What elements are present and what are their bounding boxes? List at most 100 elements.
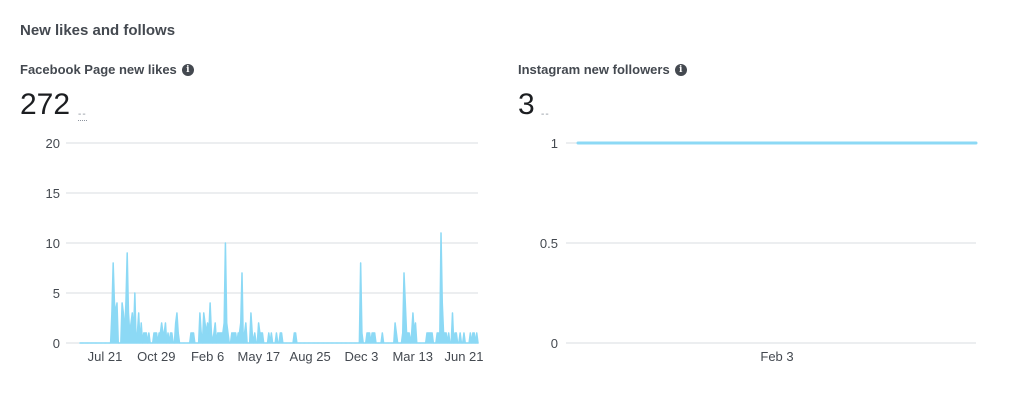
data-point (153, 332, 155, 334)
data-point (284, 342, 286, 344)
data-point (199, 312, 201, 314)
data-point (261, 332, 264, 334)
data-point (246, 342, 248, 344)
data-point (451, 312, 454, 314)
data-point (254, 332, 256, 334)
data-point (474, 342, 477, 344)
data-point (379, 342, 381, 344)
data-point (185, 342, 187, 344)
data-point (117, 342, 119, 344)
data-point (242, 342, 244, 344)
data-point (141, 342, 144, 344)
data-point (368, 332, 371, 334)
data-point (306, 342, 308, 344)
data-point (439, 342, 441, 344)
data-point (449, 342, 451, 344)
data-point (323, 342, 325, 344)
facebook-total: 272 (20, 88, 71, 121)
data-point (232, 332, 234, 334)
info-icon[interactable]: i (674, 63, 687, 76)
data-point (434, 342, 436, 344)
data-point (223, 322, 225, 324)
data-point (440, 232, 442, 234)
data-point (344, 342, 346, 344)
data-point (126, 252, 128, 254)
data-point (458, 342, 460, 344)
facebook-delta[interactable]: -- (78, 109, 87, 121)
data-point (227, 332, 229, 334)
data-point (229, 342, 232, 344)
data-point (395, 332, 397, 334)
data-point (403, 272, 405, 274)
data-point (408, 332, 410, 334)
data-point (80, 342, 82, 344)
data-point (98, 342, 100, 344)
data-point (371, 332, 373, 334)
data-point (342, 342, 344, 344)
data-point (432, 342, 434, 344)
data-point (455, 332, 457, 334)
instagram-panel-title: Instagram new followers i (518, 62, 687, 77)
data-point (391, 342, 394, 344)
info-icon[interactable]: i (181, 63, 194, 76)
data-point (203, 312, 205, 314)
data-point (291, 342, 293, 344)
data-point (274, 342, 276, 344)
data-point (136, 332, 138, 334)
data-point (228, 342, 230, 344)
data-point (316, 342, 318, 344)
data-point (140, 322, 142, 324)
data-point (166, 342, 168, 344)
data-point (118, 342, 121, 344)
data-point (252, 342, 255, 344)
data-point (277, 342, 279, 344)
data-point (157, 342, 159, 344)
data-point (321, 342, 323, 344)
x-tick-label: May 17 (238, 349, 281, 364)
data-point (162, 332, 164, 334)
data-point (255, 342, 257, 344)
data-point (90, 342, 93, 344)
data-point (453, 342, 455, 344)
data-point (154, 332, 156, 334)
data-point (348, 342, 350, 344)
data-point (132, 332, 135, 334)
data-point (456, 342, 459, 344)
data-point (307, 342, 309, 344)
y-tick-label: 5 (53, 286, 60, 301)
data-point (127, 312, 130, 314)
data-point (351, 342, 353, 344)
x-tick-label: Jun 21 (444, 349, 483, 364)
instagram-delta: -- (541, 109, 550, 120)
data-point (257, 322, 260, 324)
data-point (144, 332, 146, 334)
data-point (365, 342, 367, 344)
data-point (436, 332, 438, 334)
data-point (431, 332, 433, 334)
data-point (110, 342, 112, 344)
data-point (161, 322, 163, 324)
data-point (169, 332, 172, 334)
data-point (317, 342, 320, 344)
instagram-title-label: Instagram new followers (518, 62, 670, 77)
data-point (265, 342, 267, 344)
data-point (190, 332, 192, 334)
data-point (320, 342, 322, 344)
data-point (441, 302, 443, 304)
data-point (272, 342, 274, 344)
data-point (264, 342, 266, 344)
data-point (384, 342, 386, 344)
series-area (79, 232, 479, 344)
data-point (279, 332, 281, 334)
data-point (263, 342, 265, 344)
data-point (421, 342, 423, 344)
data-point (381, 332, 383, 334)
data-point (206, 322, 209, 324)
data-point (182, 342, 184, 344)
data-point (147, 342, 149, 344)
data-point (124, 332, 126, 334)
data-point (407, 332, 409, 334)
data-point (235, 332, 237, 334)
data-point (430, 332, 432, 334)
